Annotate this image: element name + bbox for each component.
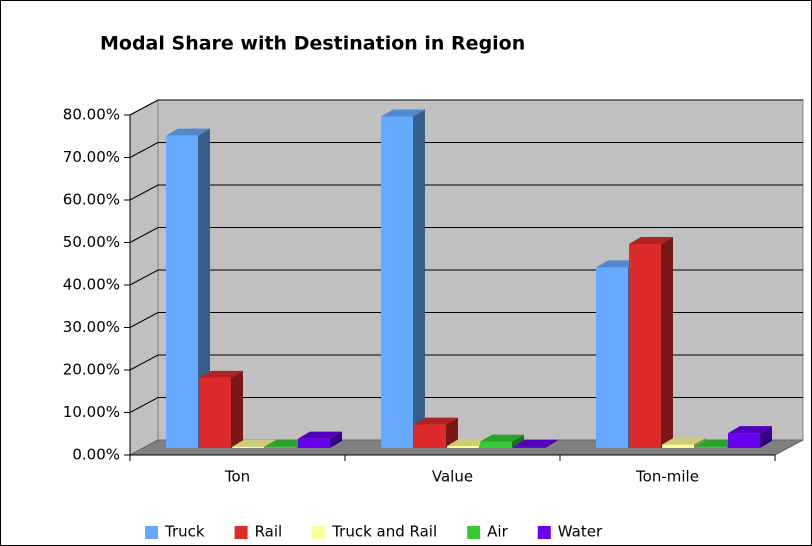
y-tick-label: 60.00% [63,191,120,209]
bar-front [662,444,694,448]
legend-label: Truck and Rail [331,523,437,541]
bar-side [446,417,458,448]
grid-line [129,227,803,243]
bar-side [694,437,706,448]
legend-swatch [312,526,326,539]
bar-side [413,109,425,448]
bar-front [480,441,512,448]
bar-top [381,109,425,117]
bar-top [166,128,210,136]
legend-label: Rail [255,523,283,541]
bar-front [166,135,198,448]
bar-front [199,377,231,448]
bar-side [760,426,772,448]
y-tick-label: 0.00% [72,446,120,464]
bar-front [447,445,479,448]
y-tick-label: 30.00% [63,318,120,336]
bar [513,439,557,448]
grid-line [129,269,803,286]
y-tick-label: 70.00% [63,148,120,166]
bar-top [629,237,673,244]
bar-front [414,424,446,448]
y-tick-label: 20.00% [63,361,120,379]
grid-line [129,142,803,158]
legend-swatch [537,526,551,539]
bar [199,370,243,448]
legend-label: Air [487,523,508,541]
y-tick-label: 80.00% [63,106,120,124]
bar-side [545,439,557,448]
bar-top [414,417,458,425]
bar-front [596,267,628,448]
y-tick-label: 50.00% [63,233,120,251]
grid-line [129,397,803,413]
bar-top [232,439,276,447]
bar-top [513,439,557,447]
legend-label: Water [558,523,603,541]
chart-title: Modal Share with Destination in Region [100,33,525,55]
bar-front [381,116,413,448]
x-tick-label: Ton [224,468,250,486]
bar-top [199,370,243,378]
bar-front [695,446,727,448]
bar-front [629,244,661,448]
bar-front [232,446,264,448]
grid-line [129,99,803,116]
bar [414,417,458,448]
bar [480,434,524,448]
grid-line [129,354,803,371]
grid-line [129,184,803,201]
bar [381,109,425,448]
legend-swatch [234,526,248,539]
bar-top [728,426,772,434]
bar-front [513,446,545,448]
bar [728,426,772,448]
grid-line [129,312,803,328]
bar [298,431,342,448]
bar-side [512,434,524,448]
bar-side [330,431,342,448]
bar-front [728,433,760,448]
bar-side [231,370,243,448]
legend-swatch [467,526,481,539]
bar-side [661,237,673,448]
bar [629,237,673,448]
bar-side [198,128,210,448]
bar-top [662,437,706,445]
bar-top [480,434,524,442]
bar [166,128,210,448]
y-tick-label: 40.00% [63,276,120,294]
legend-label: Truck [164,523,205,541]
bar-front [298,438,330,448]
x-tick-label: Ton-mile [635,468,699,486]
legend-swatch [145,526,158,539]
bar-front [265,446,297,448]
bar-top [298,431,342,439]
bar [662,437,706,448]
y-tick-label: 10.00% [63,403,120,421]
x-tick-label: Value [432,468,473,486]
